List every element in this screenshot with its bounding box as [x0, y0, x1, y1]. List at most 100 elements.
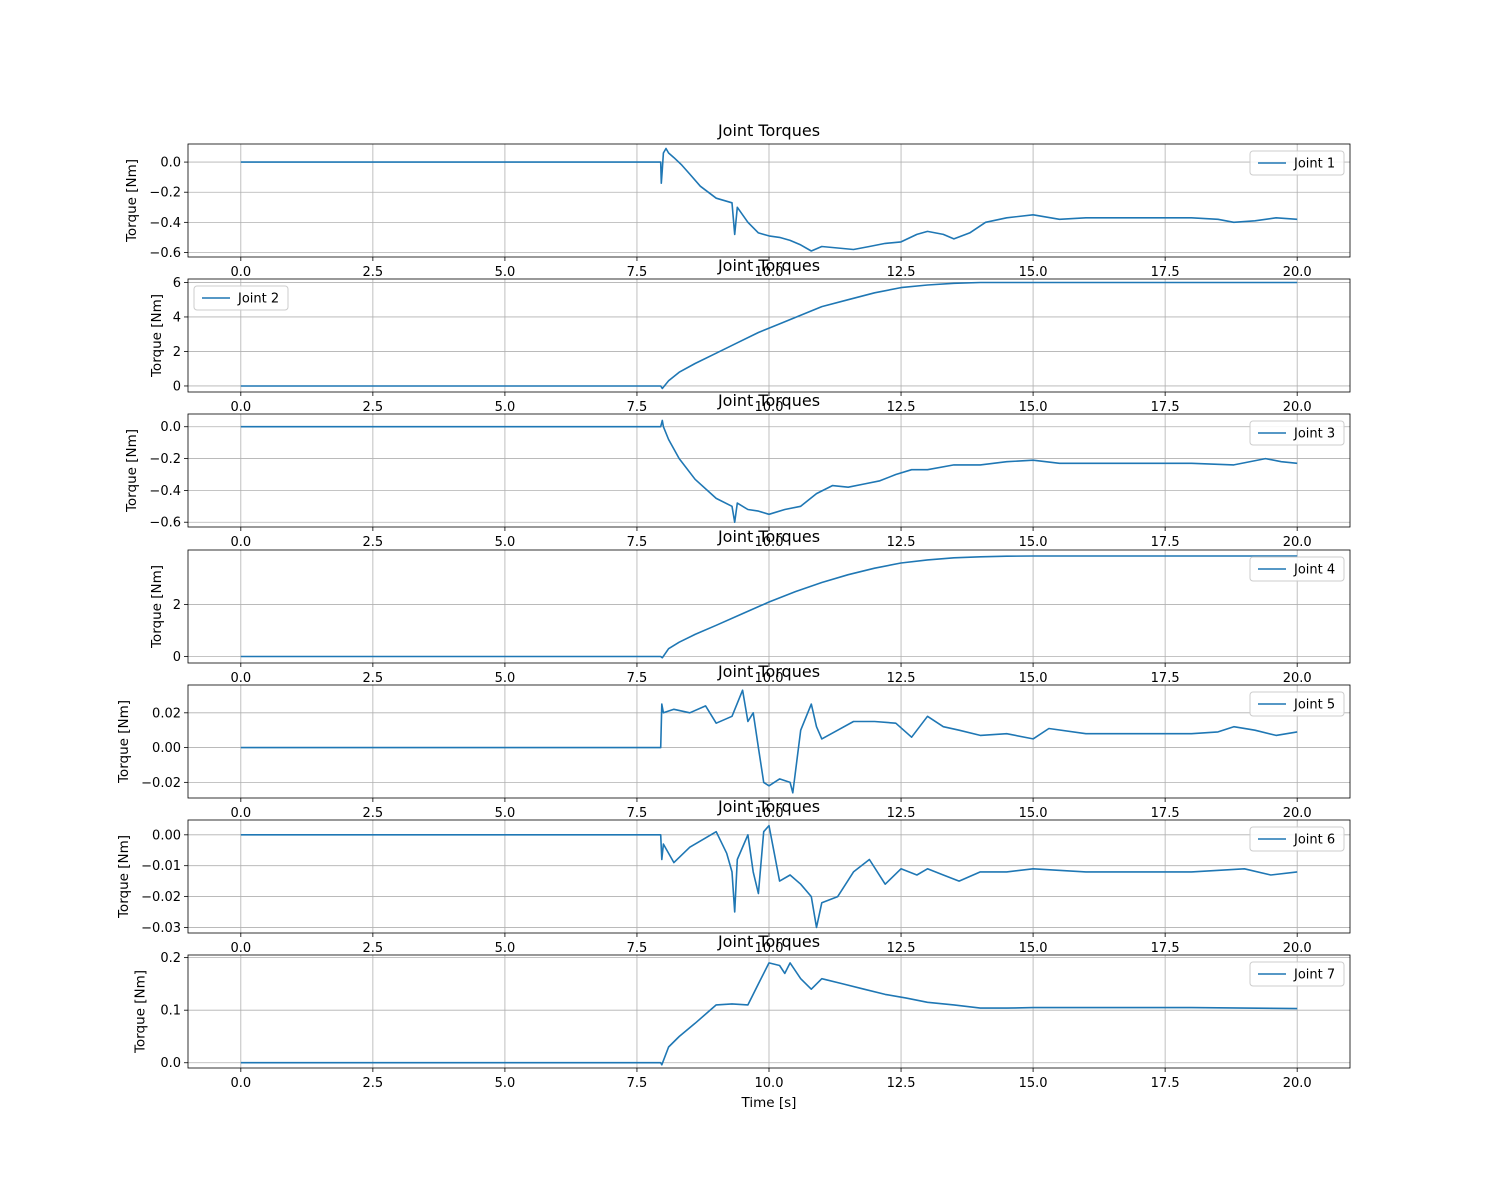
x-tick-label: 12.5	[887, 671, 916, 686]
y-tick-label: −0.6	[149, 246, 181, 261]
y-axis-label: Torque [Nm]	[149, 565, 165, 649]
y-tick-label: −0.02	[141, 890, 181, 905]
legend-box	[1249, 826, 1345, 852]
x-tick-label: 20.0	[1283, 265, 1312, 280]
x-tick-label: 17.5	[1151, 806, 1180, 821]
legend: Joint 4	[1249, 556, 1345, 582]
subplot-5: 0.0 2.5 5.0 7.5 10.0 12.5 15.0 17.5 20.0 0.02 0.00…	[116, 662, 1351, 821]
x-tick-label: 20.0	[1283, 671, 1312, 686]
x-tick-label: 17.5	[1151, 1076, 1180, 1091]
x-tick-label: 10.0	[755, 1076, 784, 1091]
x-tick-label: 5.0	[495, 400, 516, 415]
x-tick-label: 5.0	[495, 806, 516, 821]
x-tick-label: 7.5	[627, 806, 648, 821]
y-tick-label: 6	[173, 276, 181, 291]
legend: Joint 7	[1249, 961, 1345, 987]
x-tick-label: 17.5	[1151, 535, 1180, 550]
y-axis-label: Torque [Nm]	[149, 294, 165, 378]
y-tick-label: 0	[173, 379, 181, 394]
x-tick-label: 12.5	[887, 400, 916, 415]
legend: Joint 1	[1249, 150, 1345, 176]
x-tick-label: 17.5	[1151, 400, 1180, 415]
x-tick-label: 12.5	[887, 806, 916, 821]
x-tick-label: 2.5	[363, 671, 384, 686]
x-tick-label: 15.0	[1019, 535, 1048, 550]
y-tick-label: −0.03	[141, 921, 181, 936]
y-tick-label: 0.0	[160, 1056, 181, 1071]
series-line-joint-6	[240, 824, 1298, 929]
x-tick-label: 12.5	[887, 265, 916, 280]
x-tick-label: 2.5	[363, 535, 384, 550]
x-tick-label: 20.0	[1283, 941, 1312, 956]
x-tick-label: 10.0	[755, 535, 784, 550]
series-line-joint-4	[240, 555, 1298, 659]
legend: Joint 6	[1249, 826, 1345, 852]
legend-label: Joint 2	[237, 292, 279, 307]
x-axis-label: Time [s]	[741, 1095, 797, 1111]
x-tick-label: 20.0	[1283, 535, 1312, 550]
x-tick-label: 17.5	[1151, 941, 1180, 956]
y-tick-label: 0.0	[160, 156, 181, 171]
x-tick-label: 0.0	[230, 265, 251, 280]
y-tick-label: 0.0	[160, 420, 181, 435]
x-tick-label: 2.5	[363, 400, 384, 415]
subplot-6: 0.0 2.5 5.0 7.5 10.0 12.5 15.0 17.5 20.0 0.00 −0.0…	[116, 797, 1351, 956]
y-tick-label: −0.2	[149, 452, 181, 467]
y-tick-label: −0.02	[141, 776, 181, 791]
legend-label: Joint 4	[1293, 563, 1335, 578]
y-tick-label: 0.00	[152, 741, 181, 756]
x-tick-label: 10.0	[755, 806, 784, 821]
x-tick-label: 0.0	[230, 1076, 251, 1091]
y-tick-label: 0	[173, 650, 181, 665]
legend-box	[193, 285, 289, 311]
y-tick-label: 0.00	[152, 828, 181, 843]
chart-title: Joint Torques	[717, 527, 820, 546]
legend-box	[1249, 691, 1345, 717]
x-tick-label: 10.0	[755, 400, 784, 415]
x-tick-label: 7.5	[627, 671, 648, 686]
y-tick-label: −0.4	[149, 216, 181, 231]
x-tick-label: 0.0	[230, 400, 251, 415]
x-tick-label: 5.0	[495, 265, 516, 280]
x-tick-label: 5.0	[495, 1076, 516, 1091]
x-tick-label: 5.0	[495, 535, 516, 550]
x-tick-label: 7.5	[627, 941, 648, 956]
x-tick-label: 17.5	[1151, 265, 1180, 280]
x-tick-label: 0.0	[230, 806, 251, 821]
legend-label: Joint 5	[1293, 698, 1335, 713]
legend-box	[1249, 150, 1345, 176]
y-tick-label: −0.6	[149, 516, 181, 531]
chart-title: Joint Torques	[717, 797, 820, 816]
y-axis-label: Torque [Nm]	[116, 835, 132, 919]
legend-label: Joint 7	[1293, 968, 1335, 983]
chart-title: Joint Torques	[717, 662, 820, 681]
chart-title: Joint Torques	[717, 932, 820, 951]
legend-label: Joint 6	[1293, 833, 1335, 848]
x-tick-label: 7.5	[627, 265, 648, 280]
x-tick-label: 7.5	[627, 535, 648, 550]
y-tick-label: 0.02	[152, 706, 181, 721]
series-line-joint-2	[240, 281, 1298, 390]
y-tick-label: 0.2	[160, 951, 181, 966]
legend-box	[1249, 420, 1345, 446]
x-tick-label: 10.0	[755, 265, 784, 280]
x-tick-label: 15.0	[1019, 265, 1048, 280]
x-tick-label: 20.0	[1283, 1076, 1312, 1091]
x-tick-label: 2.5	[363, 941, 384, 956]
y-tick-label: 2	[173, 598, 181, 613]
legend: Joint 5	[1249, 691, 1345, 717]
x-tick-label: 20.0	[1283, 400, 1312, 415]
y-tick-label: −0.01	[141, 859, 181, 874]
x-tick-label: 5.0	[495, 671, 516, 686]
y-axis-label: Torque [Nm]	[124, 159, 140, 243]
chart-title: Joint Torques	[717, 391, 820, 410]
x-tick-label: 20.0	[1283, 806, 1312, 821]
x-tick-label: 10.0	[755, 671, 784, 686]
x-tick-label: 15.0	[1019, 671, 1048, 686]
y-axis-label: Torque [Nm]	[132, 970, 148, 1054]
x-tick-label: 7.5	[627, 400, 648, 415]
x-tick-label: 15.0	[1019, 1076, 1048, 1091]
chart-title: Joint Torques	[717, 121, 820, 140]
x-tick-label: 2.5	[363, 806, 384, 821]
x-tick-label: 12.5	[887, 535, 916, 550]
